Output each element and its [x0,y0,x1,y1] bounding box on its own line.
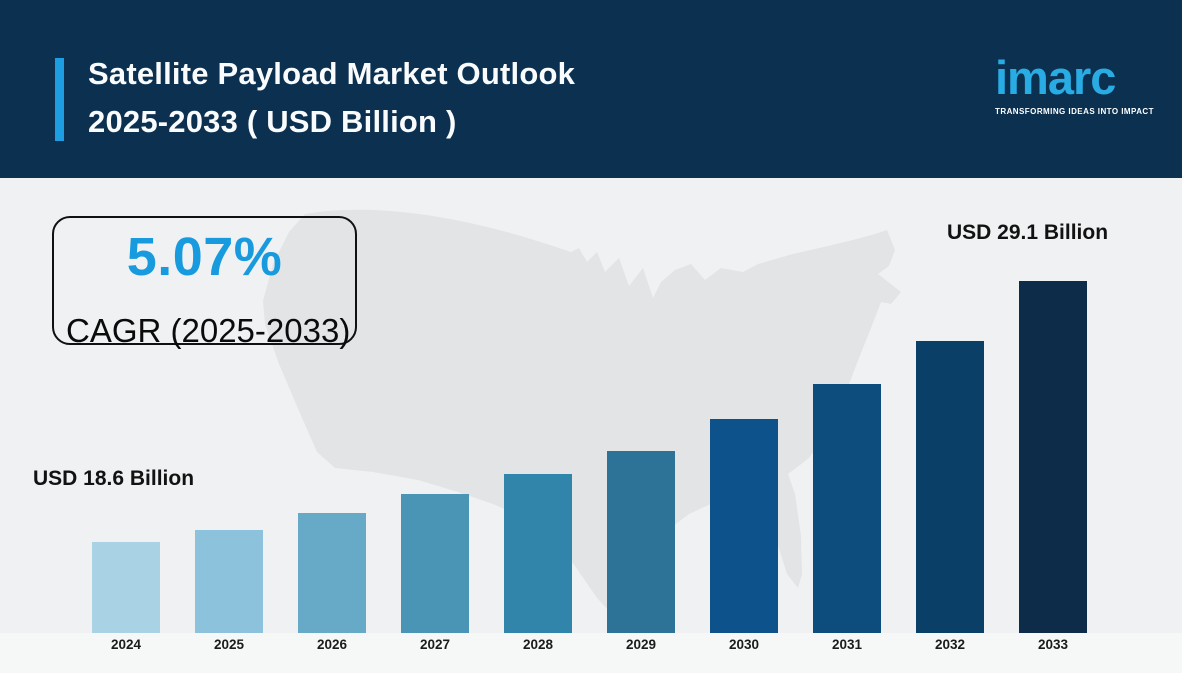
header-banner: Satellite Payload Market Outlook 2025-20… [0,0,1182,178]
axis-baseline-strip [0,633,1182,673]
imarc-logo: imarc TRANSFORMING IDEAS INTO IMPACT [995,51,1155,117]
year-label-2030: 2030 [728,637,760,652]
bar-2028 [504,474,572,633]
cagr-label: CAGR (2025-2033) [66,312,351,349]
year-label-2029: 2029 [625,637,657,652]
year-label-2024: 2024 [110,637,142,652]
page-title: Satellite Payload Market Outlook 2025-20… [88,50,575,146]
year-label-2026: 2026 [316,637,348,652]
page-title-line2: 2025-2033 ( USD Billion ) [88,104,457,139]
year-label-2025: 2025 [213,637,245,652]
bar-2030 [710,419,778,633]
end-value-label: USD 29.1 Billion [947,221,1109,244]
year-label-2032: 2032 [934,637,966,652]
title-accent-bar [55,58,64,141]
cagr-highlight-box: 5.07% CAGR (2025-2033) [52,216,357,349]
bar-2032 [916,341,984,633]
bar-2025 [195,530,263,633]
start-value-label: USD 18.6 Billion [33,467,195,490]
bar-2033 [1019,281,1087,633]
year-label-2027: 2027 [419,637,451,652]
bar-2031 [813,384,881,633]
imarc-logo-wordmark: imarc [995,51,1116,104]
bar-2029 [607,451,675,633]
year-label-2033: 2033 [1037,637,1069,652]
bar-2027 [401,494,469,633]
year-label-2028: 2028 [522,637,554,652]
bar-2026 [298,513,366,633]
imarc-logo-tagline: TRANSFORMING IDEAS INTO IMPACT [995,107,1154,116]
cagr-value: 5.07% [126,227,283,287]
year-label-2031: 2031 [831,637,863,652]
bar-2024 [92,542,160,633]
chart-area: 5.07% CAGR (2025-2033) USD 18.6 Billion … [0,178,1182,673]
page-title-line1: Satellite Payload Market Outlook [88,56,576,91]
